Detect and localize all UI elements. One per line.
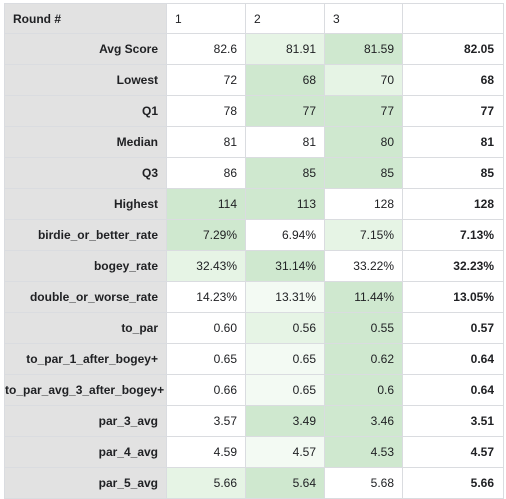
row-label: par_5_avg — [4, 467, 167, 499]
round-1-value-cell: 114 — [166, 188, 246, 220]
table-row: to_par_1_after_bogey+ 0.65 0.65 0.62 0.64 — [4, 343, 504, 375]
stats-table-panel: Round # 1 2 3 Avg Score 82.6 81.91 81.59 82.… — [4, 3, 504, 499]
round-3-value-cell: 0.55 — [324, 312, 403, 344]
round-1-value-cell: 72 — [166, 64, 246, 96]
round-2-value-cell: 6.94% — [245, 219, 325, 251]
table-row: to_par_avg_3_after_bogey+ 0.66 0.65 0.6 0.64 — [4, 374, 504, 406]
round-1-value-cell: 82.6 — [166, 33, 246, 65]
round-1-value-cell: 5.66 — [166, 467, 246, 499]
table-row: Q3 86 85 85 85 — [4, 157, 504, 189]
table-row: bogey_rate 32.43% 31.14% 33.22% 32.23% — [4, 250, 504, 282]
round-3-value-cell: 4.53 — [324, 436, 403, 468]
round-3-value-cell: 70 — [324, 64, 403, 96]
round-2-value-cell: 113 — [245, 188, 325, 220]
round-3-value-cell: 128 — [324, 188, 403, 220]
row-label: Q3 — [4, 157, 167, 189]
table-row: Q1 78 77 77 77 — [4, 95, 504, 127]
total-value-cell: 13.05% — [402, 281, 504, 313]
round-2-value-cell: 85 — [245, 157, 325, 189]
corner-header-cell: Round # — [4, 3, 167, 34]
round-3-value-cell: 3.46 — [324, 405, 403, 437]
row-label: to_par — [4, 312, 167, 344]
total-value-cell: 4.57 — [402, 436, 504, 468]
column-header-round-3[interactable]: 3 — [324, 3, 403, 34]
row-label: Highest — [4, 188, 167, 220]
row-label: Q1 — [4, 95, 167, 127]
row-label: par_3_avg — [4, 405, 167, 437]
row-label: double_or_worse_rate — [4, 281, 167, 313]
round-1-value-cell: 7.29% — [166, 219, 246, 251]
round-1-value-cell: 14.23% — [166, 281, 246, 313]
table-row: double_or_worse_rate 14.23% 13.31% 11.44% 13… — [4, 281, 504, 313]
total-value-cell: 5.66 — [402, 467, 504, 499]
round-3-value-cell: 5.68 — [324, 467, 403, 499]
total-value-cell: 0.64 — [402, 374, 504, 406]
round-2-value-cell: 4.57 — [245, 436, 325, 468]
round-2-value-cell: 0.65 — [245, 343, 325, 375]
total-value-cell: 0.57 — [402, 312, 504, 344]
round-2-value-cell: 3.49 — [245, 405, 325, 437]
total-value-cell: 68 — [402, 64, 504, 96]
total-value-cell: 0.64 — [402, 343, 504, 375]
round-stats-table: Round # 1 2 3 Avg Score 82.6 81.91 81.59 82.… — [4, 3, 504, 499]
round-3-value-cell: 0.6 — [324, 374, 403, 406]
round-1-value-cell: 86 — [166, 157, 246, 189]
total-value-cell: 32.23% — [402, 250, 504, 282]
column-header-round-1[interactable]: 1 — [166, 3, 246, 34]
round-3-value-cell: 0.62 — [324, 343, 403, 375]
column-header-round-2[interactable]: 2 — [245, 3, 325, 34]
table-row: par_3_avg 3.57 3.49 3.46 3.51 — [4, 405, 504, 437]
total-value-cell: 77 — [402, 95, 504, 127]
row-label: birdie_or_better_rate — [4, 219, 167, 251]
round-3-value-cell: 7.15% — [324, 219, 403, 251]
round-1-value-cell: 81 — [166, 126, 246, 158]
round-2-value-cell: 5.64 — [245, 467, 325, 499]
row-label: to_par_1_after_bogey+ — [4, 343, 167, 375]
table-row: par_4_avg 4.59 4.57 4.53 4.57 — [4, 436, 504, 468]
round-3-value-cell: 33.22% — [324, 250, 403, 282]
round-2-value-cell: 0.65 — [245, 374, 325, 406]
total-value-cell: 81 — [402, 126, 504, 158]
round-1-value-cell: 0.60 — [166, 312, 246, 344]
total-value-cell: 85 — [402, 157, 504, 189]
table-row: Lowest 72 68 70 68 — [4, 64, 504, 96]
round-2-value-cell: 81.91 — [245, 33, 325, 65]
total-value-cell: 3.51 — [402, 405, 504, 437]
round-2-value-cell: 68 — [245, 64, 325, 96]
row-label: par_4_avg — [4, 436, 167, 468]
round-2-value-cell: 13.31% — [245, 281, 325, 313]
table-row: Avg Score 82.6 81.91 81.59 82.05 — [4, 33, 504, 65]
column-header-total — [402, 3, 504, 34]
round-2-value-cell: 0.56 — [245, 312, 325, 344]
round-3-value-cell: 11.44% — [324, 281, 403, 313]
total-value-cell: 82.05 — [402, 33, 504, 65]
round-1-value-cell: 78 — [166, 95, 246, 127]
round-2-value-cell: 81 — [245, 126, 325, 158]
round-1-value-cell: 4.59 — [166, 436, 246, 468]
round-3-value-cell: 80 — [324, 126, 403, 158]
table-row: to_par 0.60 0.56 0.55 0.57 — [4, 312, 504, 344]
round-1-value-cell: 0.65 — [166, 343, 246, 375]
table-row: birdie_or_better_rate 7.29% 6.94% 7.15% 7.13… — [4, 219, 504, 251]
row-label: bogey_rate — [4, 250, 167, 282]
round-1-value-cell: 32.43% — [166, 250, 246, 282]
row-label: Lowest — [4, 64, 167, 96]
round-2-value-cell: 77 — [245, 95, 325, 127]
round-3-value-cell: 81.59 — [324, 33, 403, 65]
total-value-cell: 128 — [402, 188, 504, 220]
round-1-value-cell: 3.57 — [166, 405, 246, 437]
row-label: Median — [4, 126, 167, 158]
row-label: to_par_avg_3_after_bogey+ — [4, 374, 167, 406]
table-row: Highest 114 113 128 128 — [4, 188, 504, 220]
table-row: par_5_avg 5.66 5.64 5.68 5.66 — [4, 467, 504, 499]
total-value-cell: 7.13% — [402, 219, 504, 251]
header-row: Round # 1 2 3 — [4, 3, 504, 34]
round-2-value-cell: 31.14% — [245, 250, 325, 282]
round-3-value-cell: 77 — [324, 95, 403, 127]
round-1-value-cell: 0.66 — [166, 374, 246, 406]
table-row: Median 81 81 80 81 — [4, 126, 504, 158]
row-label: Avg Score — [4, 33, 167, 65]
round-3-value-cell: 85 — [324, 157, 403, 189]
